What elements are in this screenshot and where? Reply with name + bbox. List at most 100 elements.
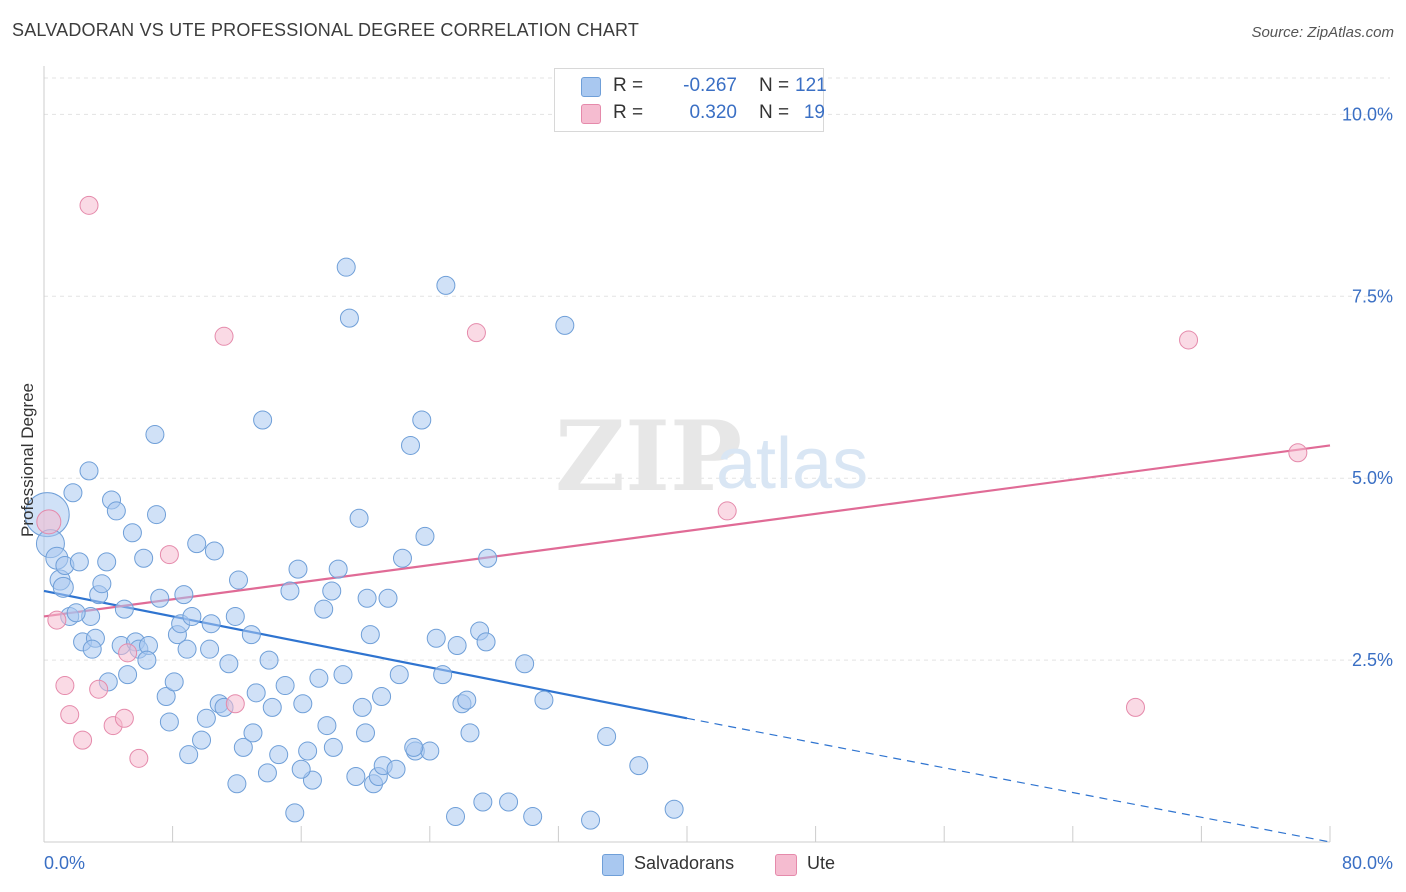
salvadorans-point (182, 606, 202, 626)
r-value: -0.267 (683, 75, 737, 96)
salvadorans-point (253, 410, 273, 430)
salvadorans-point (262, 697, 282, 717)
salvadorans-point (401, 435, 421, 455)
ute-point (214, 326, 234, 346)
series-legend: Salvadorans Ute (0, 852, 1406, 878)
ute-point (60, 705, 80, 725)
ute-point (1125, 697, 1145, 717)
salvadorans-point (187, 534, 207, 554)
salvadorans-point (356, 723, 375, 743)
salvadorans-point (386, 759, 406, 779)
salvadorans-point (323, 737, 343, 757)
y-tick-label: 10.0% (1342, 104, 1393, 124)
ute-point (225, 694, 245, 714)
salvadorans-point (200, 639, 220, 659)
salvadorans-point (241, 625, 261, 645)
n-value: 121 (795, 75, 827, 96)
salvadorans-point (499, 792, 519, 812)
salvadorans-point (349, 508, 369, 528)
salvadorans-point (476, 632, 496, 652)
salvadorans-point (106, 501, 126, 521)
salvadorans-point (293, 694, 313, 714)
salvadorans-point (309, 668, 329, 688)
salvadorans-point (317, 716, 337, 736)
ute-point (114, 708, 134, 728)
salvadorans-point (523, 807, 543, 827)
salvadorans-point (164, 672, 184, 692)
salvadorans-point (275, 676, 295, 696)
salvadorans-point (118, 665, 138, 685)
salvadorans-point (333, 665, 353, 685)
salvadorans-trend-line (43, 589, 688, 720)
ute-point (118, 643, 138, 663)
salvadorans-point (246, 683, 266, 703)
source-label: Source: ZipAtlas.com (1251, 24, 1394, 41)
ute-point (1288, 443, 1308, 463)
salvadorans-point (225, 606, 245, 626)
salvadorans-point (79, 461, 99, 481)
ute-point (55, 676, 75, 696)
salvadorans-point (446, 807, 466, 827)
salvadorans-point (174, 585, 194, 605)
r-value: 0.320 (689, 102, 737, 123)
trend-lines (43, 444, 1331, 843)
salvadorans-point (328, 559, 348, 579)
salvadorans-point (179, 745, 199, 765)
salvadorans-point (515, 654, 535, 674)
y-tick-label: 5.0% (1352, 468, 1393, 488)
ute-point (73, 730, 93, 750)
salvadorans-point (314, 599, 334, 619)
salvadorans-point (227, 774, 247, 794)
salvadorans-point (597, 726, 617, 746)
watermark-zip: ZIP (555, 400, 742, 513)
r-label: R = (613, 102, 644, 123)
salvadorans-point (322, 581, 342, 601)
salvadorans-point (629, 756, 649, 776)
salvadorans-point (392, 548, 412, 568)
salvadorans-point (346, 767, 366, 787)
salvadorans-point (555, 315, 575, 335)
salvadorans-point (298, 741, 318, 761)
salvadorans-point (63, 483, 83, 503)
n-label: N = (759, 75, 790, 96)
salvadorans-point (114, 599, 134, 619)
salvadorans-point (420, 741, 440, 761)
r-label: R = (613, 75, 644, 96)
salvadorans-point (201, 614, 221, 634)
salvadorans-point (288, 559, 308, 579)
salvadorans-point (134, 548, 154, 568)
salvadorans-point (478, 548, 498, 568)
salvadorans-point (259, 650, 279, 670)
salvadorans-point (534, 690, 554, 710)
salvadorans-point (69, 552, 89, 572)
salvadorans-point (159, 712, 179, 732)
salvadorans-point (415, 526, 435, 546)
y-tick-label: 7.5% (1352, 286, 1393, 306)
salvadorans-point (219, 654, 239, 674)
salvadorans-point (177, 639, 197, 659)
x-tick-label-max: 80.0% (1342, 853, 1393, 873)
ute-point (717, 501, 737, 521)
salvadorans-point (404, 737, 424, 757)
chart-title: SALVADORAN VS UTE PROFESSIONAL DEGREE CO… (12, 20, 640, 40)
salvadorans-point (66, 603, 86, 623)
watermark-atlas: atlas (716, 424, 868, 504)
ute-point (79, 195, 99, 215)
salvadorans-point (473, 792, 493, 812)
salvadorans-point (389, 665, 409, 685)
ute-point (36, 509, 62, 535)
salvadorans-point (664, 799, 684, 819)
data-points (24, 195, 1308, 830)
axes (43, 66, 1331, 843)
salvadorans-swatch (581, 77, 601, 97)
ute-trend-line (43, 444, 1331, 618)
salvadorans-point (196, 708, 216, 728)
y-axis-label-wrap: Professional Degree (8, 300, 48, 640)
ute-point (466, 323, 486, 343)
salvadorans-point (436, 275, 456, 295)
n-label: N = (759, 102, 790, 123)
salvadorans-point (372, 686, 392, 706)
salvadorans-point (285, 803, 305, 823)
ute-point (129, 748, 149, 768)
ute-point (1179, 330, 1199, 350)
